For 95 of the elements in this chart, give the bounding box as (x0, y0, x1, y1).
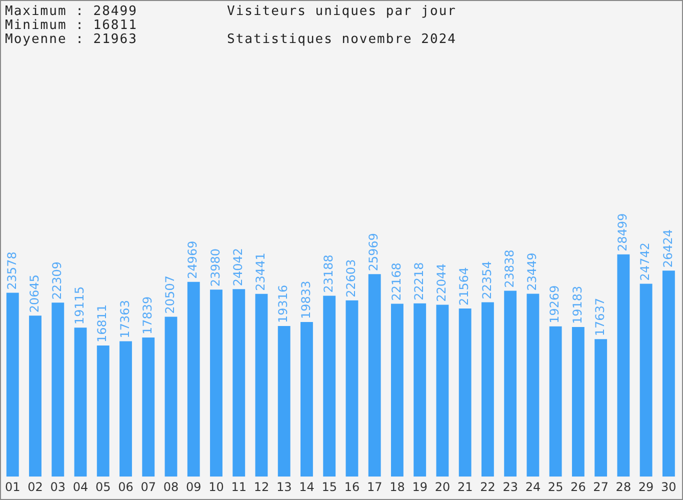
x-tick-label: 05 (95, 480, 111, 494)
x-tick-label: 27 (593, 480, 608, 494)
x-tick-label: 12 (254, 480, 270, 494)
bar (458, 308, 472, 477)
data-label: 26424 (660, 229, 675, 268)
bar (29, 316, 42, 477)
bar (232, 289, 246, 477)
data-label: 19115 (72, 286, 87, 325)
data-label: 17363 (118, 300, 132, 338)
data-label: 23578 (4, 252, 19, 290)
bar (74, 328, 87, 477)
chart-title: Visiteurs uniques par jour (227, 4, 456, 19)
x-tick-label: 04 (72, 480, 88, 494)
data-label: 19183 (570, 286, 584, 324)
data-label: 20645 (27, 274, 42, 313)
data-label: 19269 (548, 285, 562, 324)
bar (323, 296, 336, 477)
x-tick-label: 22 (480, 480, 496, 494)
text: Statistiques novembre 2024 (227, 32, 456, 47)
data-label: 16811 (95, 304, 110, 343)
bar (481, 302, 494, 477)
data-label: 22044 (434, 264, 449, 302)
annotation: Minimum : 16811 (5, 18, 138, 33)
x-tick-label: 24 (525, 480, 541, 494)
x-tick-label: 10 (208, 480, 224, 494)
annotation: Moyenne : 21963 (5, 32, 138, 47)
bar (120, 341, 132, 477)
bar (6, 292, 19, 477)
data-label: 23838 (502, 250, 516, 288)
x-tick-label: 15 (322, 480, 337, 494)
bar (526, 294, 540, 477)
bar (346, 300, 358, 477)
x-tick-label: 01 (4, 480, 20, 494)
x-tick-label: 21 (457, 480, 473, 494)
x-tick-label: 02 (28, 480, 43, 494)
data-label: 19833 (298, 280, 313, 319)
bar (436, 304, 449, 477)
x-tick-label: 03 (50, 480, 66, 494)
data-label: 24969 (186, 240, 200, 279)
bar (504, 290, 517, 477)
annotation: Maximum : 28499 (5, 4, 138, 19)
data-label: 22309 (50, 261, 64, 300)
bar (96, 346, 110, 477)
x-tick-label: 29 (638, 480, 654, 494)
x-tick-label: 13 (276, 480, 292, 494)
bar (617, 254, 630, 477)
x-tick-label: 19 (412, 480, 428, 494)
bar (414, 303, 426, 477)
x-tick-label: 25 (548, 480, 564, 494)
data-label: 17839 (140, 296, 154, 335)
x-tick-label: 30 (661, 480, 676, 494)
bar (187, 282, 200, 477)
data-label: 25969 (366, 232, 381, 272)
data-label: 28499 (616, 213, 630, 252)
data-label: 22218 (412, 262, 426, 300)
data-label: 23980 (208, 248, 222, 287)
bar (210, 290, 222, 477)
x-tick-label: 07 (140, 480, 156, 494)
x-tick-label: 14 (299, 480, 314, 494)
data-label: 20507 (163, 276, 178, 314)
bar (300, 322, 313, 477)
data-label: 23449 (525, 252, 540, 291)
data-label: 22168 (389, 262, 404, 301)
bar (255, 294, 268, 477)
x-tick-label: 26 (570, 480, 586, 494)
data-label: 24042 (230, 248, 245, 286)
x-tick-label: 17 (366, 480, 382, 494)
x-tick-label: 09 (186, 480, 202, 494)
data-label: 19316 (276, 284, 290, 323)
data-label: 22354 (480, 261, 494, 300)
data-label: 23188 (321, 254, 336, 293)
bar (662, 270, 675, 477)
x-tick-label: 06 (118, 480, 134, 494)
bar (549, 326, 562, 477)
data-label: 24742 (638, 242, 652, 281)
data-label: 23441 (254, 252, 268, 291)
bar (52, 302, 64, 477)
bar (594, 339, 608, 477)
data-label: 22603 (344, 259, 358, 298)
data-label: 17637 (592, 298, 607, 336)
bar (572, 327, 584, 477)
x-tick-label: 20 (434, 480, 450, 494)
bar (390, 304, 404, 477)
x-tick-label: 11 (231, 480, 246, 494)
bar (368, 274, 381, 477)
bar (640, 284, 652, 477)
x-tick-label: 28 (616, 480, 632, 494)
bar (164, 316, 178, 477)
x-tick-label: 18 (390, 480, 405, 494)
bar (142, 338, 155, 477)
x-tick-label: 16 (344, 480, 360, 494)
data-label: 21564 (457, 267, 472, 306)
bar (278, 326, 290, 477)
x-tick-label: 23 (502, 480, 518, 494)
x-tick-label: 08 (163, 480, 179, 494)
